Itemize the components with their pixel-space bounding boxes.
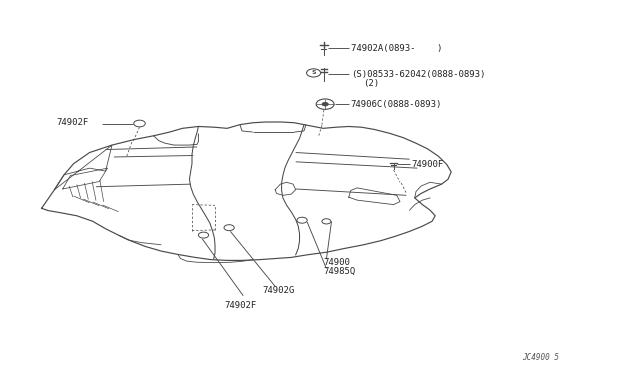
Text: 74906C(0888-0893): 74906C(0888-0893): [351, 100, 442, 109]
Circle shape: [322, 102, 328, 106]
Text: 74902A(0893-    ): 74902A(0893- ): [351, 44, 442, 53]
Text: (2): (2): [364, 79, 380, 88]
Text: 74900: 74900: [323, 258, 350, 267]
Text: 74902G: 74902G: [262, 286, 294, 295]
Text: JC4900 5: JC4900 5: [522, 353, 559, 362]
Text: 74900F: 74900F: [412, 160, 444, 169]
Text: 74902F: 74902F: [224, 301, 256, 310]
Text: S: S: [311, 70, 316, 76]
Text: 74985Q: 74985Q: [323, 267, 355, 276]
Text: 74902F: 74902F: [56, 118, 88, 127]
Text: (S)08533-62042(0888-0893): (S)08533-62042(0888-0893): [351, 70, 485, 79]
